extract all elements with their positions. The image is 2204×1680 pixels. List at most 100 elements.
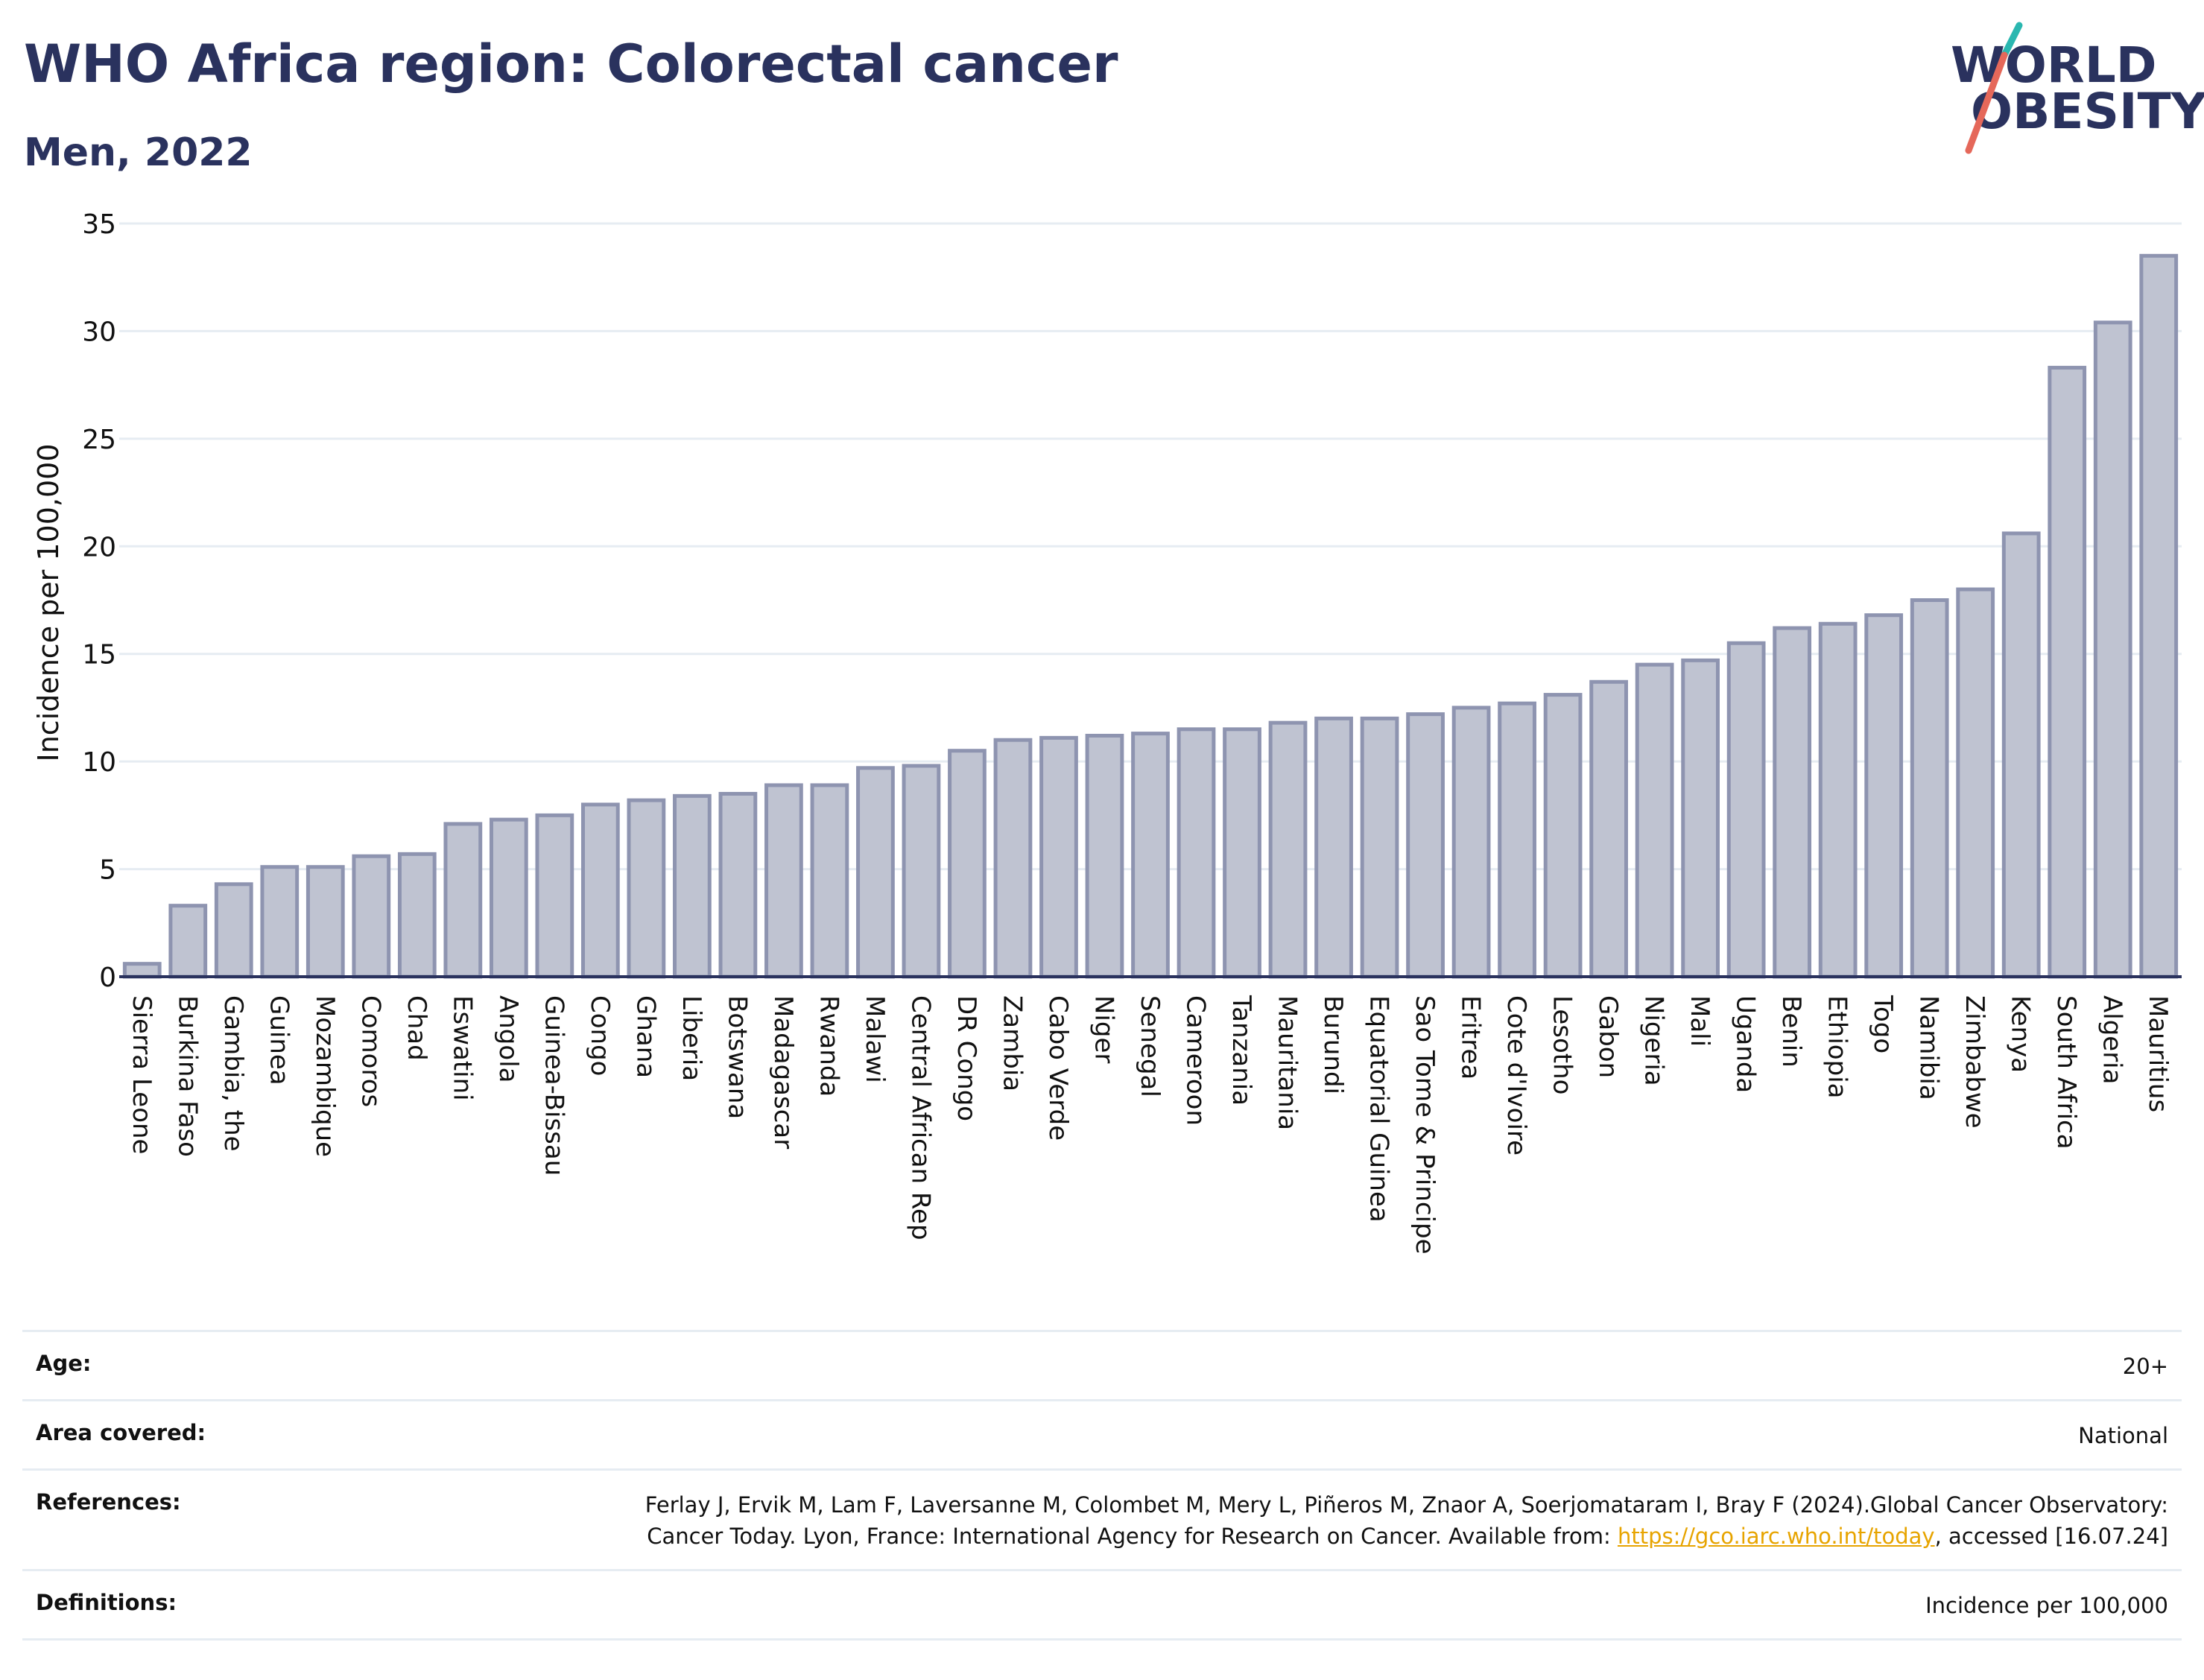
x-tick-label: Gambia, the	[218, 995, 248, 1152]
bar	[810, 783, 849, 979]
references-value: Ferlay J, Ervik M, Lam F, Laversanne M, …	[566, 1489, 2168, 1552]
x-tick-label: Zambia	[997, 995, 1027, 1091]
bar	[1131, 732, 1170, 979]
bar	[305, 865, 345, 979]
y-axis-label: Incidence per 100,000	[32, 443, 65, 761]
bar	[1773, 626, 1812, 979]
area-label: Area covered:	[36, 1420, 206, 1445]
bar	[1681, 658, 1720, 979]
bar	[2048, 366, 2087, 979]
bar	[1498, 701, 1536, 979]
bar	[673, 793, 712, 979]
bar	[948, 749, 987, 979]
x-tick-label: Benin	[1776, 995, 1806, 1068]
references-text: Ferlay J, Ervik M, Lam F, Laversanne M, …	[645, 1492, 2168, 1549]
bar	[1085, 733, 1124, 979]
references-tail: , accessed [16.07.24]	[1934, 1524, 2168, 1549]
x-tick-label: Cameroon	[1181, 995, 1211, 1126]
y-tick-label: 10	[82, 747, 116, 778]
chart-title: WHO Africa region: Colorectal cancer	[24, 34, 1118, 95]
info-row-age: Age: 20+	[22, 1330, 2182, 1399]
x-tick-label: Chad	[402, 995, 431, 1061]
y-tick-label: 30	[82, 317, 116, 347]
x-tick-label: Comoros	[355, 995, 385, 1107]
x-tick-label: Uganda	[1731, 995, 1761, 1093]
x-tick-label: Kenya	[2006, 995, 2036, 1073]
logo-word-world: WORLD	[1951, 37, 2157, 94]
bar	[214, 882, 253, 979]
x-tick-label: Liberia	[677, 995, 706, 1081]
y-tick-label: 15	[82, 640, 116, 671]
info-row-definitions: Definitions: Incidence per 100,000	[22, 1569, 2182, 1641]
x-tick-label: Namibia	[1914, 995, 1944, 1100]
x-tick-label: Cabo Verde	[1043, 995, 1073, 1141]
x-tick-label: Burundi	[1318, 995, 1348, 1094]
bar	[1635, 662, 1674, 979]
x-tick-label: Central African Rep	[905, 995, 935, 1240]
references-label: References:	[36, 1489, 181, 1515]
bar	[489, 817, 528, 979]
x-tick-label: Niger	[1089, 995, 1118, 1063]
x-tick-label: DR Congo	[951, 995, 981, 1121]
y-tick-label: 5	[99, 855, 116, 886]
x-tick-label: Botswana	[722, 995, 752, 1119]
x-tick-label: Congo	[585, 995, 615, 1076]
x-tick-label: South Africa	[2051, 995, 2081, 1150]
x-tick-label: Cote d'Ivoire	[1501, 995, 1531, 1156]
logo-word-obesity: OBESITY	[1971, 83, 2204, 140]
x-tick-label: Eswatini	[447, 995, 477, 1101]
bar	[397, 852, 437, 979]
bar	[580, 802, 620, 979]
bar	[1451, 706, 1491, 979]
bar	[2001, 531, 2041, 979]
bar	[2139, 253, 2179, 979]
y-axis-ticks: 0 5 10 15 20 25 30 35	[82, 209, 116, 993]
bar	[764, 783, 803, 979]
bars	[122, 253, 2179, 979]
x-tick-label: Guinea-Bissau	[539, 995, 569, 1176]
bar	[1360, 716, 1399, 979]
info-table: Age: 20+ Area covered: National Referenc…	[22, 1330, 2182, 1641]
x-tick-label: Malawi	[860, 995, 890, 1083]
y-tick-label: 20	[82, 532, 116, 562]
bar	[1864, 613, 1904, 979]
bar	[856, 766, 895, 979]
bar	[1910, 598, 1949, 979]
x-tick-label: Togo	[1868, 995, 1898, 1053]
x-tick-label: Angola	[493, 995, 523, 1083]
bar	[1589, 679, 1628, 979]
bar	[1956, 587, 1995, 979]
x-tick-label: Mauritania	[1273, 995, 1302, 1130]
age-value: 20+	[2122, 1354, 2168, 1379]
area-value: National	[2078, 1423, 2168, 1448]
bar	[1406, 712, 1445, 979]
x-axis-labels: Sierra Leone Burkina Faso Gambia, the Guine…	[127, 995, 2173, 1255]
logo-slash-top-icon	[2001, 22, 2023, 59]
x-tick-label: Gabon	[1593, 995, 1623, 1078]
chart-subtitle: Men, 2022	[24, 130, 253, 175]
y-tick-label: 35	[82, 209, 116, 240]
bar	[1223, 727, 1261, 979]
bar	[352, 854, 391, 979]
bar	[718, 791, 758, 979]
bar	[1726, 641, 1766, 979]
x-tick-label: Nigeria	[1639, 995, 1669, 1086]
x-tick-label: Sierra Leone	[127, 995, 156, 1154]
bar	[902, 764, 941, 979]
references-link[interactable]: https://gco.iarc.who.int/today	[1617, 1524, 1935, 1549]
definitions-label: Definitions:	[36, 1590, 177, 1615]
bar	[1177, 727, 1216, 979]
bar	[1818, 621, 1858, 979]
x-tick-label: Sao Tome & Principe	[1410, 995, 1440, 1255]
x-tick-label: Ghana	[630, 995, 660, 1078]
logo-slash-bottom-icon	[1965, 51, 2008, 154]
x-tick-label: Equatorial Guinea	[1364, 995, 1394, 1223]
world-obesity-logo: WORLD OBESITY	[1951, 22, 2204, 154]
x-tick-label: Mali	[1685, 995, 1714, 1047]
x-tick-label: Tanzania	[1226, 995, 1256, 1106]
bar	[1314, 716, 1353, 979]
bar	[122, 962, 162, 979]
bar	[993, 738, 1033, 979]
bar	[260, 865, 300, 979]
